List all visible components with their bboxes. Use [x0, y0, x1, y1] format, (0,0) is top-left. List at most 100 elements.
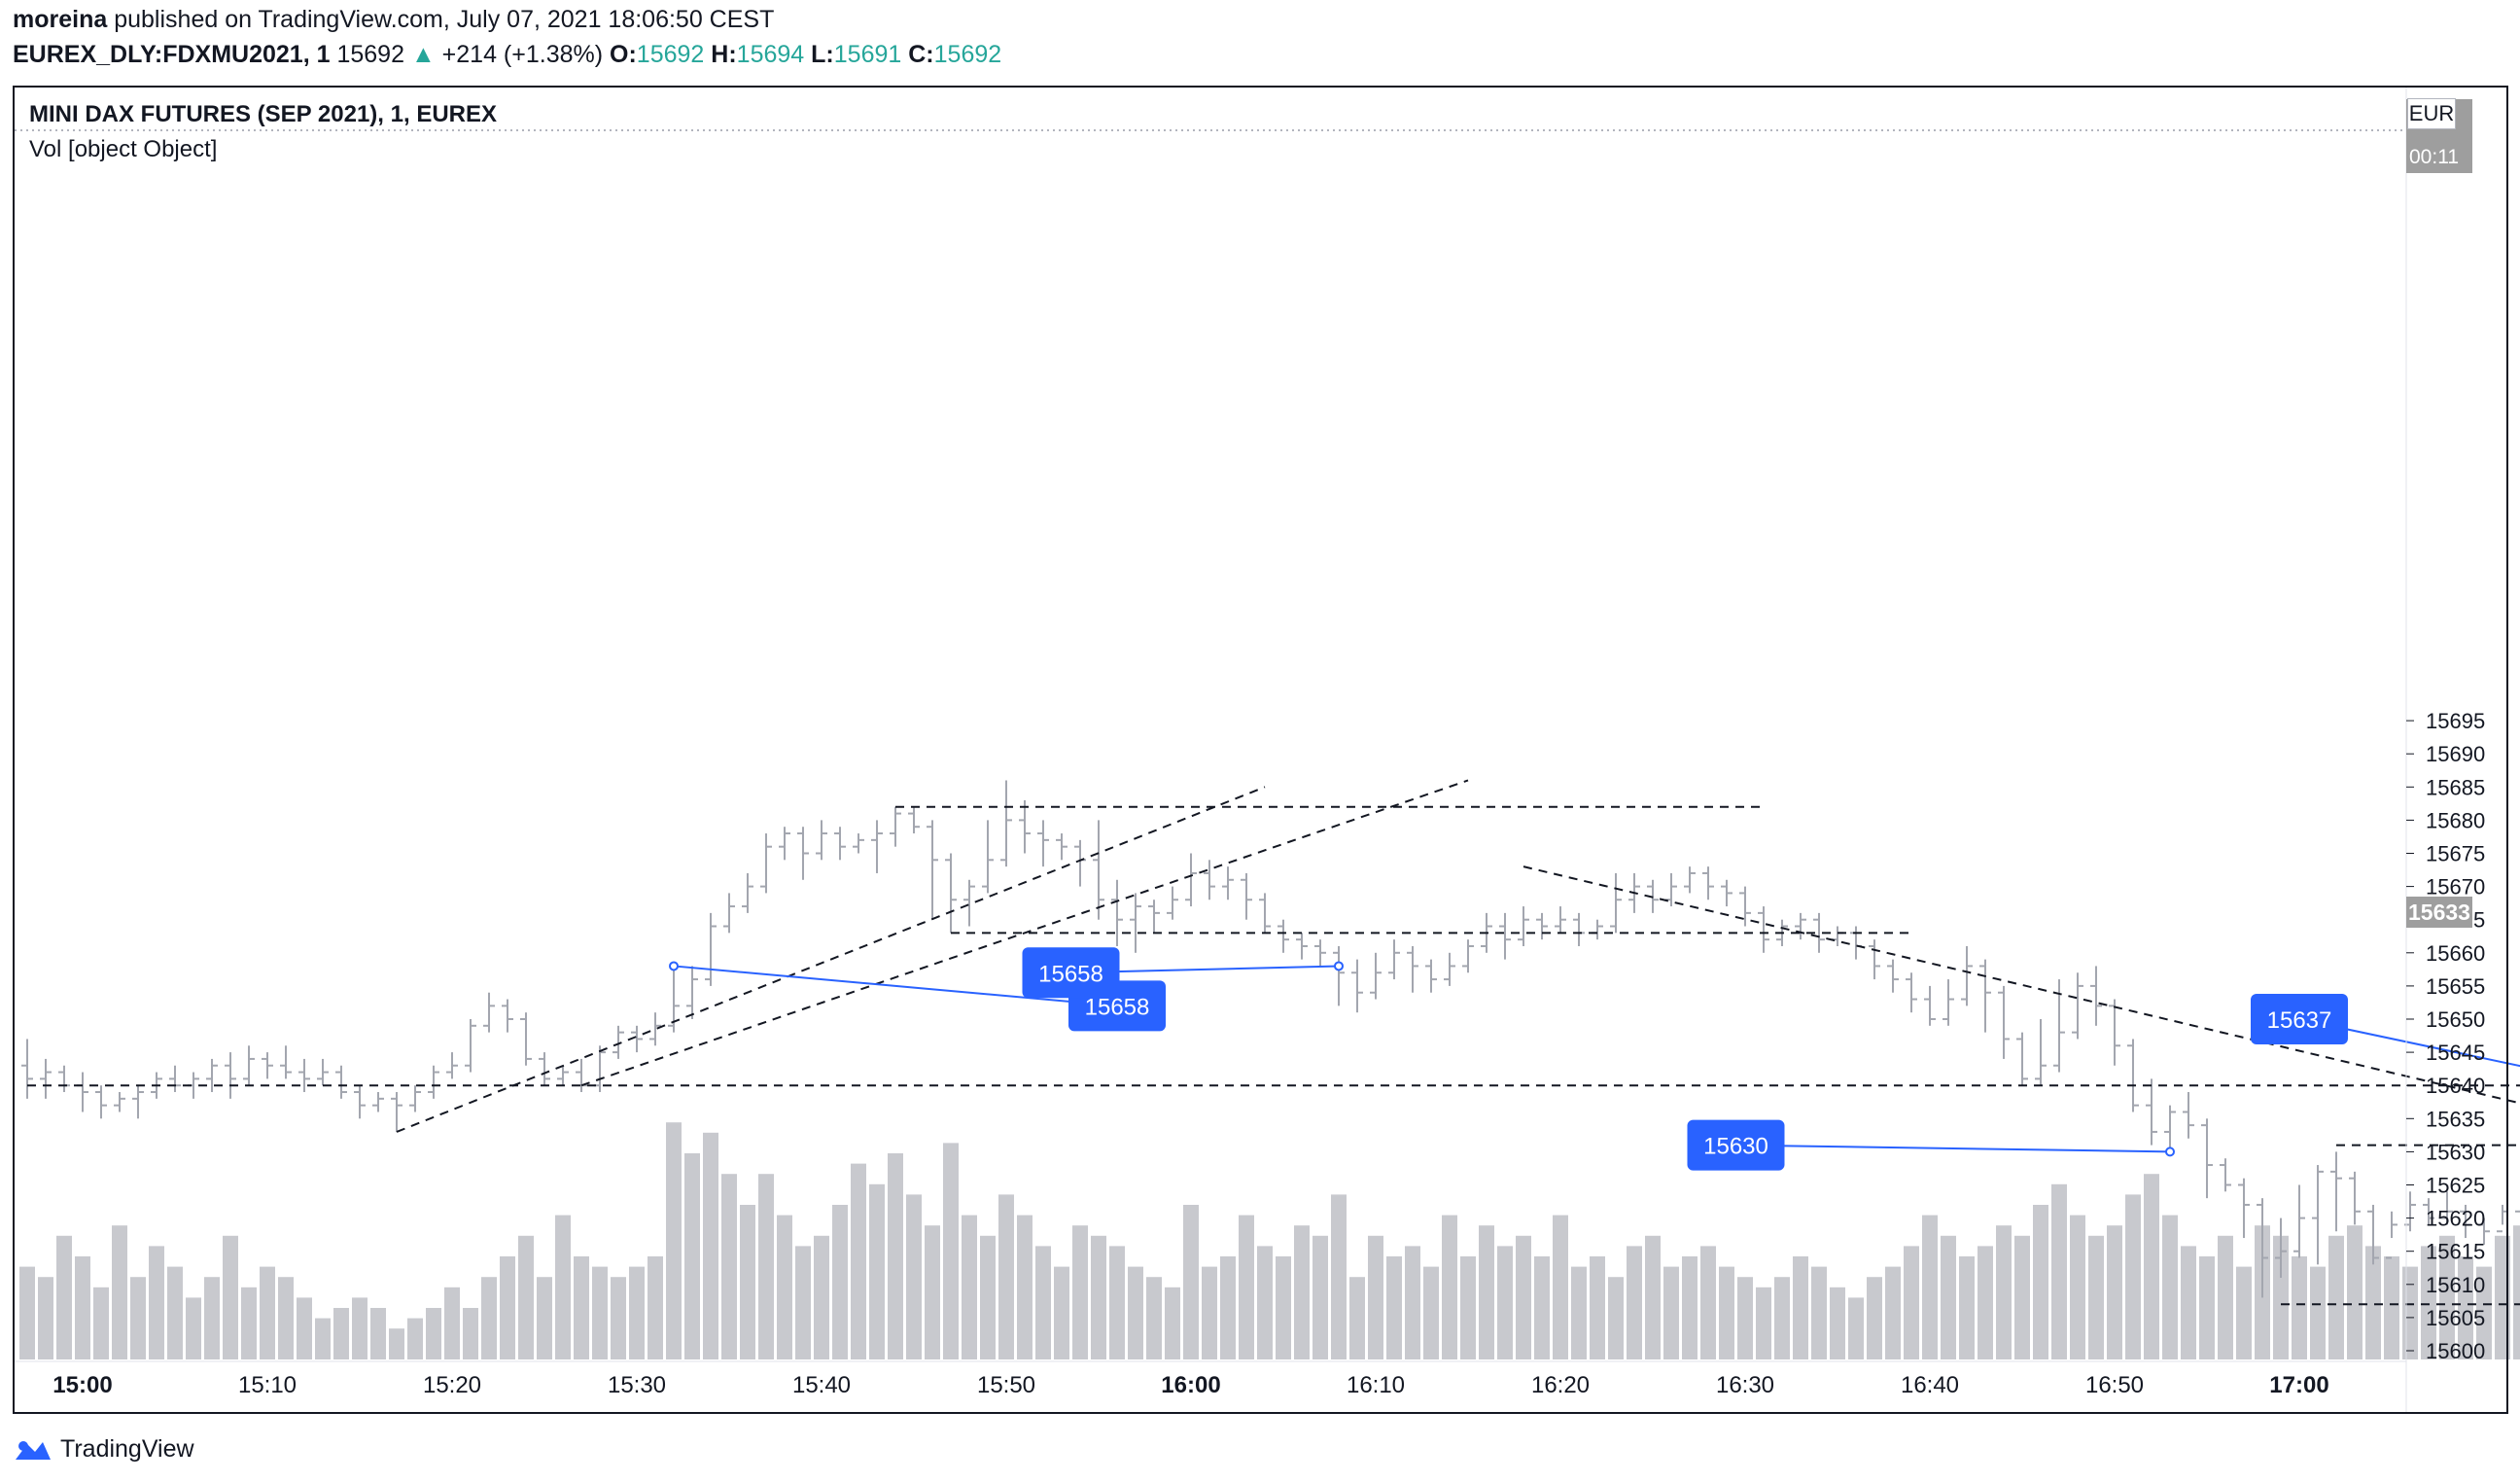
volume-bar: [740, 1205, 755, 1359]
volume-bar: [1996, 1225, 2012, 1359]
price-tick-label: 15675: [2426, 842, 2485, 866]
volume-bar: [370, 1308, 386, 1359]
volume-bar: [1479, 1225, 1494, 1359]
callout-anchor[interactable]: [1334, 961, 1344, 971]
volume-bar: [2458, 1256, 2473, 1359]
price-tick-label: 15670: [2426, 875, 2485, 900]
chart-legend-title[interactable]: MINI DAX FUTURES (SEP 2021), 1, EUREX: [29, 101, 498, 127]
volume-bar: [463, 1308, 478, 1359]
volume-bar: [1756, 1287, 1771, 1359]
ohlc-bar: [446, 1052, 458, 1079]
ohlc-bar: [1795, 912, 1806, 940]
volume-bar: [1423, 1266, 1439, 1359]
volume-bar: [2347, 1225, 2362, 1359]
ohlc-bar: [1702, 866, 1714, 900]
volume-bar: [1091, 1235, 1106, 1359]
time-tick-label: 16:20: [1531, 1372, 1590, 1398]
ohlc-bar: [354, 1085, 366, 1119]
ohlc-bar: [1684, 866, 1696, 894]
callout-connector: [673, 965, 1118, 1007]
volume-bar: [2292, 1256, 2307, 1359]
volume-bar: [851, 1163, 866, 1359]
volume-bar: [1885, 1266, 1901, 1359]
volume-bar: [204, 1277, 220, 1359]
volume-bar: [1294, 1225, 1310, 1359]
ohlc-bar: [2201, 1118, 2213, 1199]
ohlc-bar: [1019, 799, 1031, 854]
ohlc-bar: [95, 1085, 107, 1119]
ohlc-bar: [853, 833, 864, 854]
ohlc-bar: [982, 820, 994, 894]
volume-bar: [592, 1266, 608, 1359]
callout-anchor[interactable]: [2165, 1147, 2175, 1157]
volume-bar: [2421, 1246, 2436, 1359]
trend-line[interactable]: [396, 786, 1266, 1133]
volume-bar: [777, 1215, 792, 1359]
close-label: C:: [908, 41, 934, 68]
price-tick-label: 15600: [2426, 1339, 2485, 1363]
volume-bar: [1035, 1246, 1051, 1359]
volume-bar: [2088, 1235, 2104, 1359]
ohlc-bar: [1314, 939, 1326, 967]
ohlc-bar: [409, 1085, 421, 1112]
volume-bar: [2033, 1205, 2048, 1359]
volume-bar: [2273, 1235, 2289, 1359]
low-label: L:: [811, 41, 834, 68]
volume-legend[interactable]: Vol [object Object]: [29, 136, 218, 162]
ohlc-bar: [225, 1052, 236, 1099]
volume-bar: [684, 1153, 700, 1359]
ohlc-bar: [2109, 999, 2120, 1066]
volume-bar: [721, 1174, 737, 1359]
volume-bar: [1497, 1246, 1513, 1359]
price-callout[interactable]: [1022, 947, 1120, 999]
ohlc-bar: [1167, 886, 1178, 920]
callout-anchor[interactable]: [669, 961, 679, 971]
ohlc-bar: [963, 879, 975, 927]
ohlc-bar: [1869, 939, 1880, 980]
ohlc-bar: [262, 1052, 273, 1079]
author-name[interactable]: moreina: [13, 6, 108, 33]
ohlc-bar: [1111, 879, 1123, 946]
volume-bar: [241, 1287, 257, 1359]
volume-bar: [1460, 1256, 1476, 1359]
price-tick-label: 15655: [2426, 974, 2485, 999]
volume-bar: [906, 1194, 922, 1359]
trend-line[interactable]: [580, 779, 1469, 1087]
volume-bar: [1608, 1277, 1624, 1359]
volume-bar: [389, 1328, 404, 1359]
price-callout[interactable]: [2251, 994, 2348, 1044]
volume-bar: [1442, 1215, 1457, 1359]
volume-bar: [1276, 1256, 1291, 1359]
ohlc-bar: [21, 1039, 33, 1099]
volume-bar: [1663, 1266, 1679, 1359]
ohlc-bar: [335, 1065, 347, 1099]
ohlc-bar: [1942, 979, 1954, 1026]
ohlc-bar: [1462, 939, 1474, 973]
ohlc-bar: [1351, 959, 1363, 1013]
volume-bar: [75, 1256, 90, 1359]
ohlc-bar: [280, 1045, 292, 1079]
ohlc-bar: [1185, 853, 1197, 907]
volume-bar: [1719, 1266, 1734, 1359]
volume-bar: [149, 1246, 164, 1359]
ohlc-bar: [206, 1058, 218, 1093]
volume-bar: [2236, 1266, 2252, 1359]
volume-bar: [1645, 1235, 1661, 1359]
brand-name[interactable]: TradingView: [60, 1434, 194, 1463]
volume-bar: [1165, 1287, 1180, 1359]
volume-bar: [38, 1277, 53, 1359]
price-callout[interactable]: [1687, 1119, 1785, 1171]
volume-bar: [19, 1266, 35, 1359]
volume-bar: [943, 1143, 959, 1359]
tradingview-logo-icon[interactable]: [14, 1436, 52, 1462]
currency-label[interactable]: EUR: [2407, 98, 2456, 129]
ohlc-bar: [2478, 1217, 2490, 1245]
ohlc-bar: [705, 912, 717, 986]
volume-bar: [574, 1256, 589, 1359]
ohlc-bar: [797, 827, 809, 880]
trend-line[interactable]: [1522, 865, 2520, 1139]
ohlc-bar: [520, 1012, 532, 1066]
volume-bar: [1590, 1256, 1605, 1359]
price-chart[interactable]: 15658 15658 15630 15637 15695 15690 15685 15680…: [0, 0, 2520, 1420]
ohlc-bar: [2220, 1158, 2231, 1192]
